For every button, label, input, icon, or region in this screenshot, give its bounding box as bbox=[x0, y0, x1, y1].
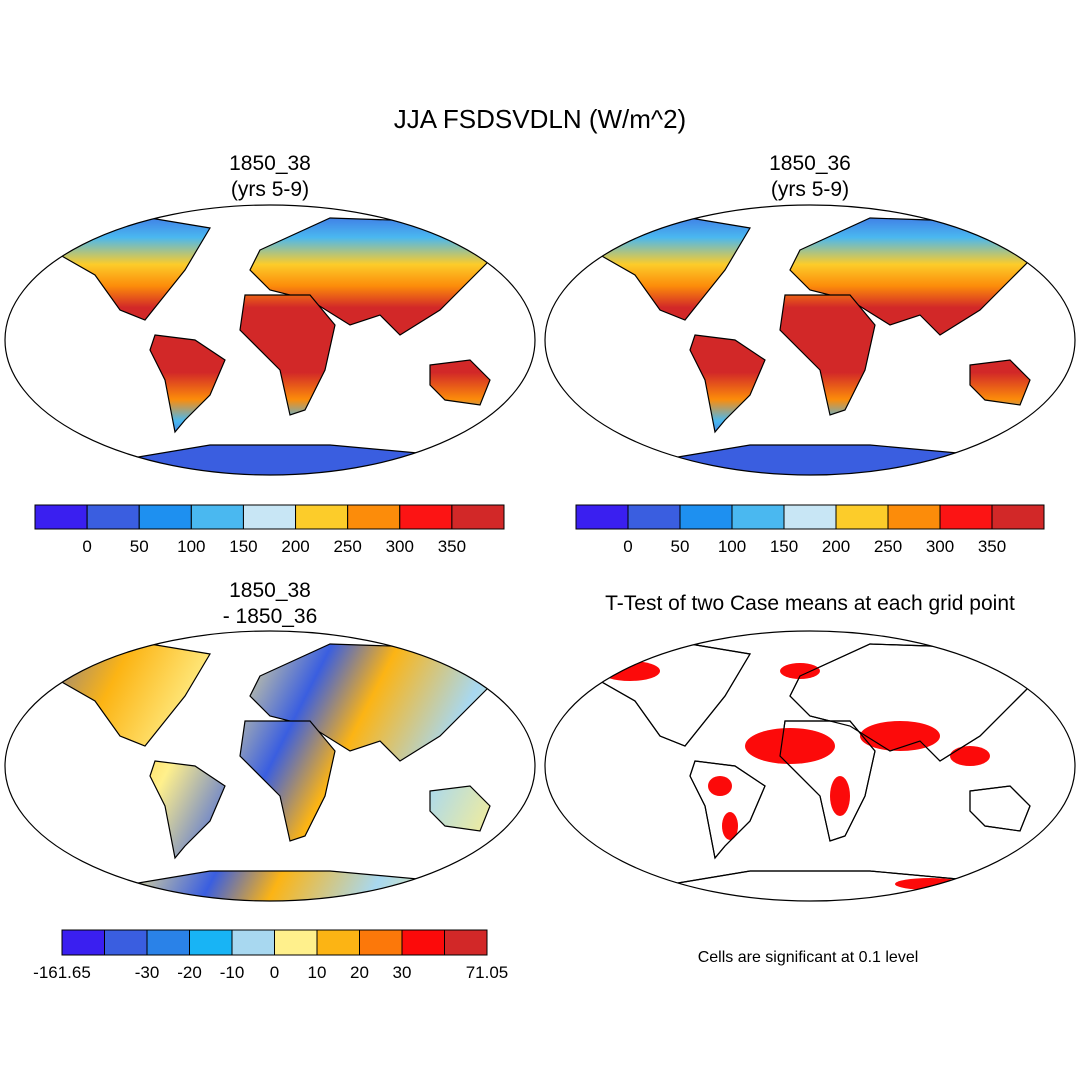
colorbar-label: 20 bbox=[350, 963, 369, 982]
colorbar-box bbox=[190, 504, 244, 530]
colorbar-box bbox=[295, 504, 349, 530]
colorbar-box bbox=[575, 504, 629, 530]
colorbar-box bbox=[347, 504, 401, 530]
footnote: Cells are significant at 0.1 level bbox=[698, 949, 919, 966]
colorbar-box bbox=[104, 929, 148, 956]
colorbar-box bbox=[189, 929, 233, 956]
colorbar-label: 10 bbox=[308, 963, 327, 982]
figure-title: JJA FSDSVDLN (W/m^2) bbox=[394, 104, 686, 134]
panel-title: 1850_38 bbox=[229, 152, 311, 175]
colorbar-label: 350 bbox=[438, 537, 466, 556]
colorbar-label: 71.05 bbox=[466, 963, 509, 982]
map-panel bbox=[4, 204, 536, 476]
colorbar-box bbox=[679, 504, 733, 530]
colorbar-label: 300 bbox=[386, 537, 414, 556]
colorbar-box bbox=[451, 504, 505, 530]
panel-title: (yrs 5-9) bbox=[771, 178, 849, 201]
colorbar-label: 0 bbox=[623, 537, 632, 556]
colorbar-box bbox=[34, 504, 88, 530]
colorbar-box bbox=[444, 929, 488, 956]
colorbar-label: -161.65 bbox=[33, 963, 91, 982]
panel-title: 1850_36 bbox=[769, 152, 851, 175]
colorbar-box bbox=[783, 504, 837, 530]
colorbar-label: 200 bbox=[281, 537, 309, 556]
colorbar-box bbox=[274, 929, 318, 956]
map-panel bbox=[544, 204, 1076, 476]
colorbar-label: 0 bbox=[270, 963, 279, 982]
colorbar-box bbox=[887, 504, 941, 530]
colorbar-label: 350 bbox=[978, 537, 1006, 556]
colorbar-label: 150 bbox=[770, 537, 798, 556]
colorbars: 0 50 100 150 200 250 300 350 0 50 100 150 200 250 300 3… bbox=[33, 504, 1045, 982]
colorbar-label: -30 bbox=[135, 963, 160, 982]
map-panel bbox=[4, 630, 536, 902]
colorbar-label: 50 bbox=[671, 537, 690, 556]
colorbar-box bbox=[146, 929, 190, 956]
colorbar-box bbox=[86, 504, 140, 530]
colorbar-box bbox=[359, 929, 403, 956]
colorbar-label: 100 bbox=[177, 537, 205, 556]
colorbar-label: 250 bbox=[874, 537, 902, 556]
colorbar-label: 100 bbox=[718, 537, 746, 556]
map-panel bbox=[544, 630, 1076, 902]
colorbar-box bbox=[61, 929, 105, 956]
colorbar-box bbox=[138, 504, 192, 530]
colorbar-label: 200 bbox=[822, 537, 850, 556]
colorbar-label: -20 bbox=[177, 963, 202, 982]
panel-title: - 1850_36 bbox=[223, 605, 318, 628]
panel-title: (yrs 5-9) bbox=[231, 178, 309, 201]
colorbar-box bbox=[991, 504, 1045, 530]
colorbar-box bbox=[401, 929, 445, 956]
colorbar-box bbox=[316, 929, 360, 956]
colorbar-box bbox=[731, 504, 785, 530]
colorbar-label: 30 bbox=[393, 963, 412, 982]
colorbar-box bbox=[627, 504, 681, 530]
panel-title: T-Test of two Case means at each grid po… bbox=[605, 592, 1015, 615]
colorbar-box bbox=[399, 504, 453, 530]
colorbar-box bbox=[231, 929, 275, 956]
panel-title: 1850_38 bbox=[229, 579, 311, 602]
colorbar-label: 150 bbox=[229, 537, 257, 556]
colorbar-box bbox=[835, 504, 889, 530]
colorbar-label: 0 bbox=[82, 537, 91, 556]
colorbar-box bbox=[939, 504, 993, 530]
colorbar-box bbox=[242, 504, 297, 530]
colorbar-label: 300 bbox=[926, 537, 954, 556]
colorbar-label: 50 bbox=[130, 537, 149, 556]
colorbar-label: -10 bbox=[220, 963, 245, 982]
colorbar-label: 250 bbox=[333, 537, 361, 556]
